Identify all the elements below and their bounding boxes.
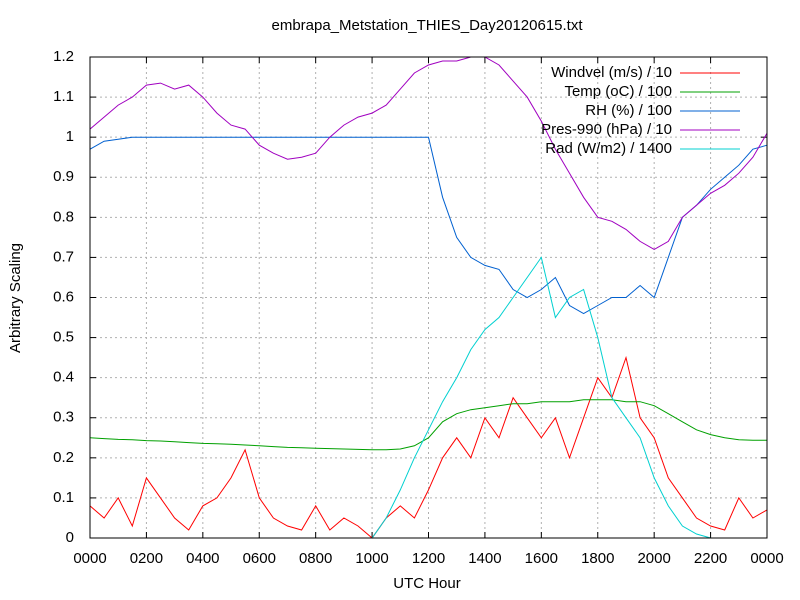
x-tick-label: 0000 xyxy=(750,550,783,567)
x-tick-label: 0400 xyxy=(186,550,219,567)
series-line xyxy=(89,399,767,451)
x-tick-label: 0000 xyxy=(73,550,106,567)
y-axis-label: Arbitrary Scaling xyxy=(7,243,24,353)
x-tick-label: 1800 xyxy=(581,550,614,567)
plot-border xyxy=(89,56,768,539)
y-tick-label: 1 xyxy=(66,128,74,145)
series-line xyxy=(89,56,768,250)
y-tick-label: 0.7 xyxy=(53,248,74,265)
x-tick-label: 2200 xyxy=(694,550,727,567)
legend-label: Windvel (m/s) / 10 xyxy=(551,64,672,81)
y-tick-label: 0 xyxy=(66,529,74,546)
x-tick-label: 0800 xyxy=(299,550,332,567)
y-tick-label: 0.2 xyxy=(53,449,74,466)
legend-label: Pres-990 (hPa) / 10 xyxy=(541,121,672,138)
y-tick-label: 0.6 xyxy=(53,288,74,305)
y-tick-label: 0.9 xyxy=(53,168,74,185)
x-tick-label: 2000 xyxy=(637,550,670,567)
x-tick-label: 0600 xyxy=(243,550,276,567)
x-tick-label: 1000 xyxy=(355,550,388,567)
y-tick-label: 1.1 xyxy=(53,88,74,105)
x-tick-label: 1600 xyxy=(525,550,558,567)
y-tick-label: 1.2 xyxy=(53,48,74,65)
x-tick-label: 1400 xyxy=(468,550,501,567)
legend-label: Temp (oC) / 100 xyxy=(564,83,672,100)
y-tick-label: 0.3 xyxy=(53,409,74,426)
x-tick-label: 0200 xyxy=(130,550,163,567)
x-tick-label: 1200 xyxy=(412,550,445,567)
y-tick-label: 0.8 xyxy=(53,208,74,225)
chart-title: embrapa_Metstation_THIES_Day20120615.txt xyxy=(271,17,583,34)
y-tick-label: 0.5 xyxy=(53,329,74,346)
series-line xyxy=(89,355,768,539)
y-tick-label: 0.4 xyxy=(53,369,74,386)
legend-label: Rad (W/m2) / 1400 xyxy=(545,140,672,157)
legend-label: RH (%) / 100 xyxy=(585,102,672,119)
y-tick-label: 0.1 xyxy=(53,489,74,506)
x-axis-label: UTC Hour xyxy=(393,575,461,592)
series-line xyxy=(89,136,768,315)
